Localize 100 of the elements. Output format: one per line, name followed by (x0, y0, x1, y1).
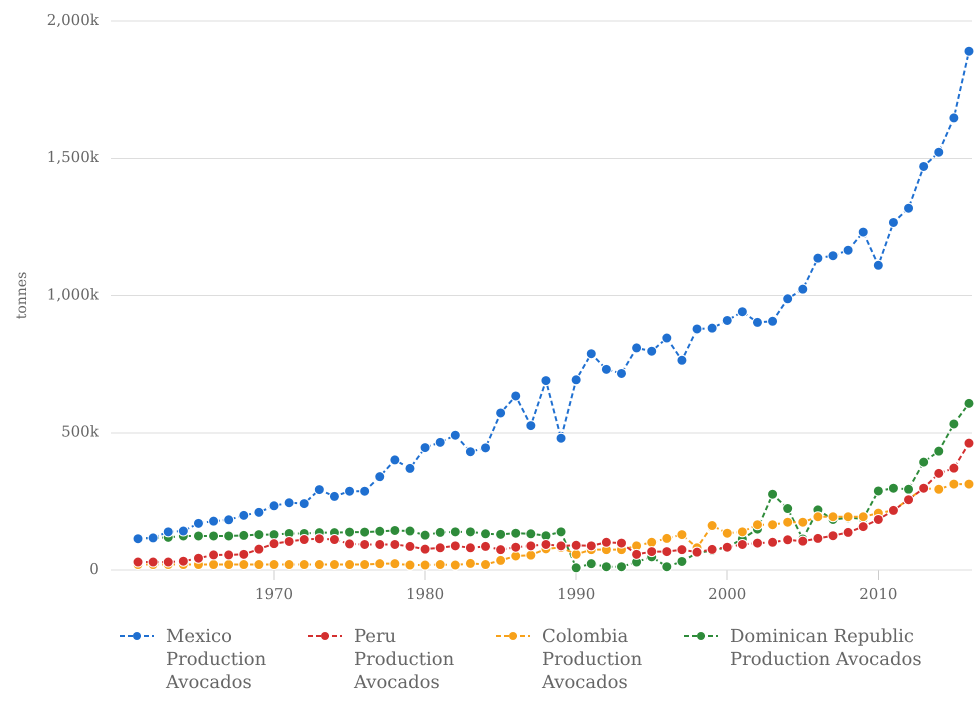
point (314, 559, 325, 570)
point (646, 536, 658, 548)
point (223, 530, 234, 542)
point (464, 526, 476, 538)
point (540, 375, 552, 386)
point (812, 532, 824, 544)
point (586, 540, 597, 552)
point (948, 462, 960, 474)
point (374, 538, 386, 550)
point (374, 558, 386, 570)
point (434, 542, 446, 554)
point (661, 546, 672, 558)
point (359, 526, 370, 538)
point (525, 528, 536, 540)
point (722, 314, 733, 326)
point (948, 478, 960, 490)
point (692, 323, 703, 334)
point (706, 520, 718, 532)
point (646, 546, 658, 558)
point (842, 244, 854, 256)
point (525, 420, 536, 432)
point (525, 550, 536, 561)
point (933, 468, 944, 479)
point (706, 322, 718, 334)
point (631, 548, 642, 560)
point (556, 526, 567, 538)
point (298, 498, 310, 510)
point (148, 556, 159, 568)
point (963, 438, 974, 449)
point (828, 530, 839, 542)
point (464, 446, 476, 458)
point (722, 528, 733, 539)
point (495, 528, 506, 540)
point (858, 226, 869, 238)
point (510, 528, 522, 539)
point (736, 538, 748, 550)
point (450, 540, 461, 552)
point (192, 552, 204, 564)
point (676, 354, 688, 366)
point (344, 538, 356, 550)
point (782, 534, 794, 546)
point (420, 544, 431, 555)
point (464, 542, 476, 554)
point (616, 538, 627, 549)
point (344, 486, 356, 497)
point (389, 524, 400, 536)
point (872, 260, 884, 271)
point (268, 500, 280, 512)
point (767, 519, 778, 530)
y-tick-label: 500k (61, 422, 100, 441)
point (570, 562, 582, 574)
point (510, 542, 522, 553)
point (556, 432, 567, 444)
point (495, 544, 506, 556)
point (223, 514, 234, 526)
point (434, 436, 446, 448)
point (570, 548, 582, 560)
point (752, 538, 763, 549)
point (872, 514, 884, 525)
legend-label: Dominican Republic Production Avocados (730, 625, 923, 671)
point (676, 544, 688, 556)
x-tick-label: 1970 (254, 584, 294, 603)
point (933, 484, 944, 495)
point (797, 516, 808, 528)
point (359, 538, 370, 550)
point (767, 316, 778, 327)
point (963, 398, 974, 409)
point (903, 202, 914, 214)
point (223, 549, 234, 560)
point (767, 488, 778, 500)
point (450, 430, 461, 441)
point (192, 518, 204, 529)
point (420, 442, 431, 454)
point (767, 536, 778, 548)
point (782, 503, 794, 514)
point (284, 497, 295, 508)
point (328, 490, 340, 502)
y-tick-label: 2,000k (46, 10, 100, 29)
point (600, 364, 612, 375)
point (480, 540, 492, 552)
point (208, 516, 220, 527)
point (600, 561, 612, 572)
point (253, 529, 264, 540)
point (253, 559, 264, 570)
point (284, 536, 295, 547)
point (238, 548, 250, 560)
point (858, 521, 869, 532)
point (450, 526, 461, 538)
point (616, 561, 627, 572)
point (736, 526, 748, 538)
point (661, 532, 672, 544)
point (238, 510, 250, 521)
point (918, 160, 930, 172)
point (872, 485, 884, 496)
point (752, 519, 763, 530)
y-axis-title: tonnes (14, 272, 30, 320)
point (404, 560, 416, 571)
point (736, 306, 748, 318)
point (828, 250, 839, 262)
point (420, 560, 431, 571)
